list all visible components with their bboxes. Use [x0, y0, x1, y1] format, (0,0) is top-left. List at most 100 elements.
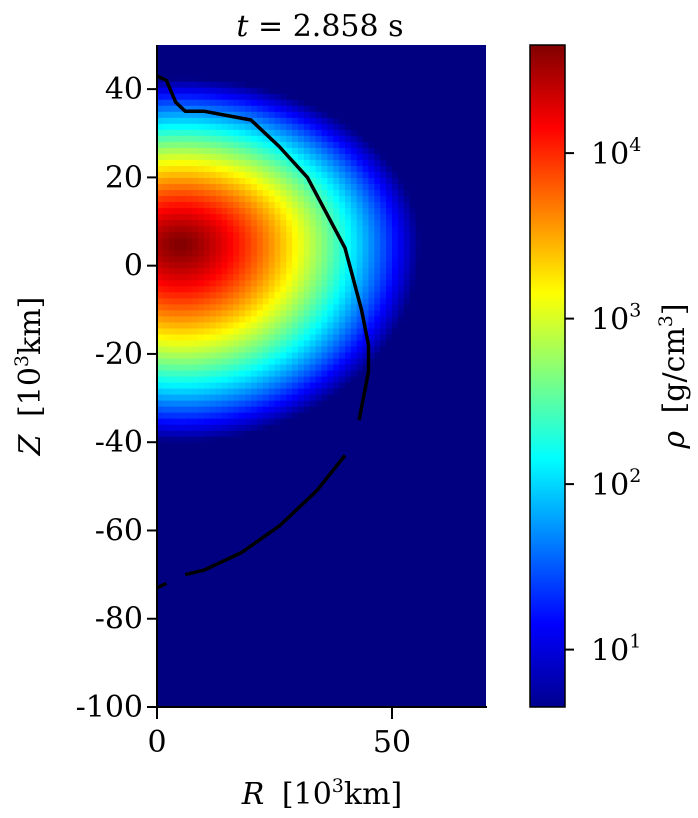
heatmap-cell — [392, 436, 399, 443]
heatmap-cell — [392, 652, 399, 660]
heatmap-cell — [245, 231, 252, 239]
heatmap-cell — [386, 688, 393, 696]
heatmap-cell — [198, 213, 205, 221]
heatmap-cell — [215, 267, 223, 275]
heatmap-cell — [392, 345, 399, 353]
heatmap-cell — [209, 273, 217, 281]
heatmap-cell — [239, 454, 246, 461]
heatmap-cell — [251, 586, 258, 594]
heatmap-cell — [415, 394, 422, 401]
heatmap-cell — [303, 189, 311, 197]
heatmap-cell — [239, 177, 246, 185]
heatmap-cell — [339, 472, 346, 479]
heatmap-cell — [303, 460, 311, 467]
heatmap-cell — [368, 406, 375, 413]
heatmap-cell — [251, 159, 258, 166]
heatmap-cell — [397, 670, 405, 678]
heatmap-cell — [162, 418, 170, 425]
heatmap-cell — [268, 153, 276, 160]
heatmap-cell — [374, 454, 381, 461]
heatmap-cell — [321, 460, 328, 467]
heatmap-cell — [309, 544, 317, 552]
heatmap-cell — [327, 237, 334, 245]
heatmap-cell — [186, 279, 193, 287]
heatmap-cell — [309, 99, 317, 106]
heatmap-cell — [333, 652, 340, 660]
heatmap-cell — [204, 640, 211, 648]
heatmap-cell — [162, 394, 170, 401]
heatmap-cell — [274, 93, 281, 100]
heatmap-cell — [198, 388, 205, 395]
heatmap-cell — [280, 321, 287, 329]
heatmap-cell — [192, 195, 199, 203]
heatmap-cell — [251, 309, 258, 317]
heatmap-cell — [409, 129, 417, 136]
heatmap-cell — [280, 514, 287, 522]
heatmap-cell — [374, 135, 381, 142]
heatmap-cell — [345, 309, 352, 317]
heatmap-cell — [239, 153, 246, 160]
heatmap-cell — [327, 87, 334, 94]
heatmap-cell — [174, 147, 182, 154]
heatmap-cell — [245, 496, 252, 503]
heatmap-cell — [215, 207, 223, 215]
heatmap-cell — [198, 201, 205, 209]
heatmap-cell — [392, 550, 399, 558]
heatmap-cell — [162, 598, 170, 606]
heatmap-cell — [327, 129, 334, 136]
heatmap-cell — [274, 520, 281, 528]
heatmap-cell — [397, 574, 405, 582]
heatmap-cell — [168, 297, 176, 305]
heatmap-cell — [409, 261, 417, 269]
heatmap-cell — [174, 69, 182, 76]
heatmap-cell — [256, 243, 264, 251]
heatmap-cell — [321, 297, 328, 305]
heatmap-cell — [339, 658, 346, 666]
heatmap-cell — [321, 99, 328, 106]
heatmap-cell — [268, 243, 276, 251]
heatmap-cell — [198, 171, 205, 178]
heatmap-cell — [415, 153, 422, 160]
heatmap-cell — [239, 430, 246, 437]
heatmap-cell — [227, 442, 234, 449]
heatmap-cell — [286, 442, 293, 449]
heatmap-cell — [403, 195, 411, 203]
heatmap-cell — [374, 694, 381, 702]
heatmap-cell — [245, 526, 252, 534]
heatmap-cell — [245, 532, 252, 540]
heatmap-cell — [368, 382, 375, 389]
heatmap-cell — [374, 69, 381, 76]
heatmap-cell — [162, 279, 170, 287]
heatmap-cell — [315, 99, 323, 106]
heatmap-cell — [292, 315, 299, 323]
heatmap-cell — [209, 556, 217, 564]
heatmap-cell — [315, 430, 323, 437]
heatmap-cell — [403, 339, 411, 347]
heatmap-cell — [309, 165, 317, 172]
heatmap-cell — [321, 93, 328, 100]
heatmap-cell — [209, 87, 217, 94]
heatmap-cell — [262, 297, 270, 305]
heatmap-cell — [345, 610, 352, 618]
heatmap-cell — [162, 676, 170, 684]
heatmap-cell — [251, 243, 258, 251]
heatmap-cell — [421, 544, 428, 552]
heatmap-cell — [233, 213, 240, 221]
heatmap-cell — [233, 478, 240, 485]
heatmap-cell — [392, 556, 399, 564]
heatmap-cell — [309, 93, 317, 100]
heatmap-cell — [256, 357, 264, 365]
heatmap-cell — [180, 129, 187, 136]
heatmap-cell — [168, 255, 176, 263]
heatmap-cell — [303, 279, 311, 287]
heatmap-cell — [274, 586, 281, 594]
heatmap-cell — [368, 700, 375, 707]
heatmap-cell — [303, 472, 311, 479]
heatmap-cell — [174, 382, 182, 389]
heatmap-cell — [192, 189, 199, 197]
heatmap-cell — [280, 406, 287, 413]
heatmap-cell — [350, 466, 358, 473]
heatmap-cell — [186, 255, 193, 263]
heatmap-cell — [339, 382, 346, 389]
heatmap-cell — [309, 339, 317, 347]
